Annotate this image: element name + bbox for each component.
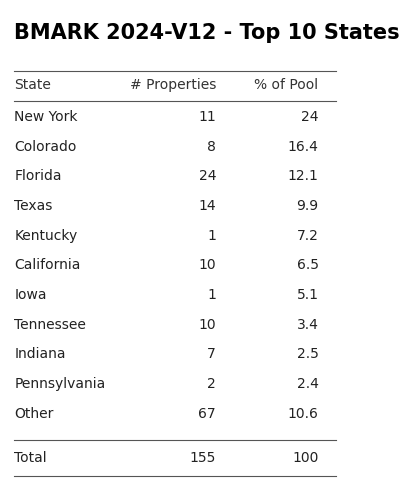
Text: % of Pool: % of Pool	[255, 78, 319, 93]
Text: 67: 67	[198, 407, 216, 421]
Text: Pennsylvania: Pennsylvania	[14, 377, 106, 391]
Text: 1: 1	[207, 229, 216, 243]
Text: Colorado: Colorado	[14, 140, 77, 153]
Text: 100: 100	[292, 451, 319, 465]
Text: State: State	[14, 78, 51, 93]
Text: 2.5: 2.5	[297, 347, 319, 361]
Text: 1: 1	[207, 288, 216, 302]
Text: Tennessee: Tennessee	[14, 318, 86, 332]
Text: 16.4: 16.4	[288, 140, 319, 153]
Text: 11: 11	[198, 110, 216, 124]
Text: 6.5: 6.5	[297, 258, 319, 272]
Text: 2: 2	[207, 377, 216, 391]
Text: 7: 7	[207, 347, 216, 361]
Text: Kentucky: Kentucky	[14, 229, 78, 243]
Text: Florida: Florida	[14, 169, 62, 183]
Text: 2.4: 2.4	[297, 377, 319, 391]
Text: 14: 14	[198, 199, 216, 213]
Text: Total: Total	[14, 451, 47, 465]
Text: 7.2: 7.2	[297, 229, 319, 243]
Text: 10: 10	[198, 318, 216, 332]
Text: 9.9: 9.9	[297, 199, 319, 213]
Text: California: California	[14, 258, 81, 272]
Text: 5.1: 5.1	[297, 288, 319, 302]
Text: 12.1: 12.1	[288, 169, 319, 183]
Text: 24: 24	[301, 110, 319, 124]
Text: BMARK 2024-V12 - Top 10 States: BMARK 2024-V12 - Top 10 States	[14, 23, 400, 43]
Text: New York: New York	[14, 110, 78, 124]
Text: 10.6: 10.6	[288, 407, 319, 421]
Text: Indiana: Indiana	[14, 347, 66, 361]
Text: 3.4: 3.4	[297, 318, 319, 332]
Text: Texas: Texas	[14, 199, 53, 213]
Text: 10: 10	[198, 258, 216, 272]
Text: Iowa: Iowa	[14, 288, 47, 302]
Text: # Properties: # Properties	[130, 78, 216, 93]
Text: Other: Other	[14, 407, 54, 421]
Text: 8: 8	[207, 140, 216, 153]
Text: 24: 24	[199, 169, 216, 183]
Text: 155: 155	[190, 451, 216, 465]
